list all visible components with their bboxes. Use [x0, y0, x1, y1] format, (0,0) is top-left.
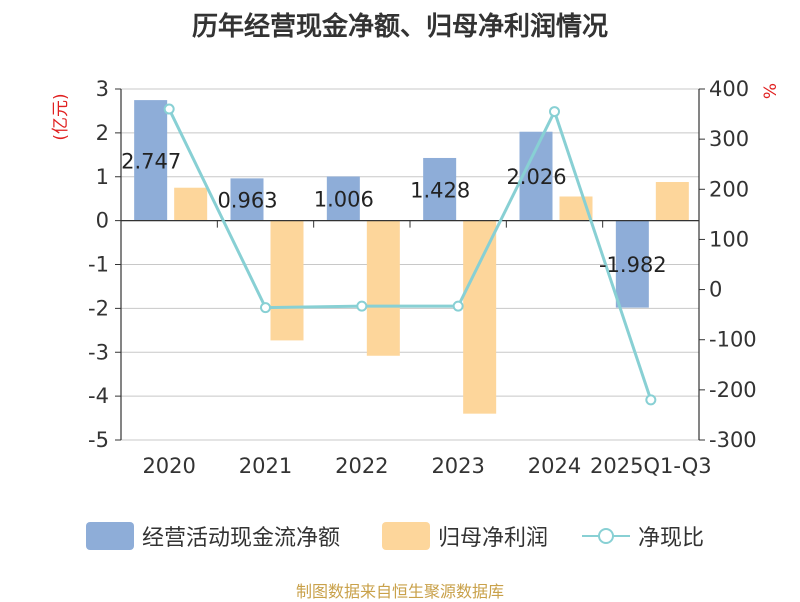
bar-layer	[134, 100, 689, 414]
right-axis-tick-label: 100	[709, 227, 749, 251]
left-axis-tick-label: -2	[88, 296, 109, 320]
right-axis-tick-label: 0	[709, 278, 722, 302]
legend-label-ratio: 净现比	[638, 526, 705, 551]
cash-ratio-point	[645, 394, 657, 406]
net-profit-bar	[174, 187, 208, 221]
x-axis-category-label: 2021	[239, 454, 292, 478]
right-axis-tick-label: 400	[709, 77, 749, 101]
left-axis-tick-label: -4	[88, 384, 109, 408]
source-note: 制图数据来自恒生聚源数据库	[295, 582, 504, 601]
operating-cashflow-data-label: 2.026	[506, 165, 566, 189]
x-axis-category-label: 2024	[528, 454, 581, 478]
operating-cashflow-bar	[326, 176, 360, 221]
left-axis-tick-label: 2	[96, 121, 109, 145]
net-profit-bar	[463, 220, 497, 414]
right-axis-tick-label: 200	[709, 177, 749, 201]
right-axis-tick-label: -100	[709, 328, 757, 352]
x-axis-category-label: 2025Q1-Q3	[590, 454, 712, 478]
left-axis-unit: (亿元)	[51, 93, 71, 140]
legend-label-operating: 经营活动现金流净额	[142, 526, 341, 551]
axis-layer: 3 2 1 0 -1 -2 -3 -4 -5 400 300 200 100 0 -100 -200 -300 (…	[51, 77, 781, 478]
x-axis-category-label: 2022	[335, 454, 388, 478]
left-axis-tick-label: 0	[96, 209, 109, 233]
right-axis-unit: %	[761, 83, 781, 99]
x-axis-category-label: 2020	[142, 454, 195, 478]
net-profit-bar	[366, 220, 400, 356]
legend-swatch-profit	[382, 522, 430, 550]
chart-title: 历年经营现金净额、归母净利润情况	[191, 12, 608, 42]
operating-cashflow-data-label: 2.747	[121, 149, 181, 173]
operating-cashflow-bar	[134, 100, 168, 221]
legend-item-cash-ratio[interactable]: 净现比	[582, 520, 704, 552]
operating-cashflow-bar	[230, 178, 264, 221]
operating-cashflow-bar	[423, 157, 457, 221]
right-axis-tick-label: -300	[709, 428, 757, 452]
left-axis-tick-label: -3	[88, 340, 109, 364]
legend-marker-ratio	[582, 522, 630, 550]
operating-cashflow-data-label: 1.006	[314, 188, 374, 212]
cash-ratio-point	[260, 302, 271, 314]
data-label-layer: 2.747 0.963 1.006 1.428 2.026 -1.982	[121, 149, 667, 277]
legend-item-operating-cashflow[interactable]: 经营活动现金流净额	[86, 520, 340, 552]
x-axis-category-label: 2023	[431, 454, 484, 478]
legend-swatch-operating	[86, 522, 134, 550]
left-axis-tick-label: 3	[96, 77, 109, 101]
net-profit-bar	[270, 220, 304, 341]
right-axis-tick-label: -200	[709, 378, 757, 402]
left-axis-tick-label: 1	[96, 165, 109, 189]
cash-ratio-line	[167, 107, 653, 401]
cash-ratio-point	[549, 106, 560, 118]
net-profit-bar	[655, 182, 689, 221]
ratio-line-layer	[163, 103, 657, 406]
legend-label-profit: 归母净利润	[438, 526, 549, 551]
chart-plot: 3 2 1 0 -1 -2 -3 -4 -5 400 300 200 100 0 -100 -200 -300 (…	[51, 77, 781, 478]
cash-ratio-point	[356, 300, 368, 312]
legend: 经营活动现金流净额 归母净利润 净现比	[0, 512, 800, 560]
right-axis-tick-label: 300	[709, 127, 749, 151]
left-axis-tick-label: -5	[88, 428, 109, 452]
cash-ratio-point	[452, 300, 464, 312]
operating-cashflow-data-label: 0.963	[217, 188, 277, 212]
operating-cashflow-bar	[615, 220, 649, 308]
operating-cashflow-data-label: 1.428	[410, 178, 470, 202]
operating-cashflow-data-label: -1.982	[599, 253, 667, 277]
left-axis-tick-label: -1	[88, 253, 109, 277]
legend-item-net-profit[interactable]: 归母净利润	[382, 520, 548, 552]
cash-ratio-point	[163, 103, 175, 115]
